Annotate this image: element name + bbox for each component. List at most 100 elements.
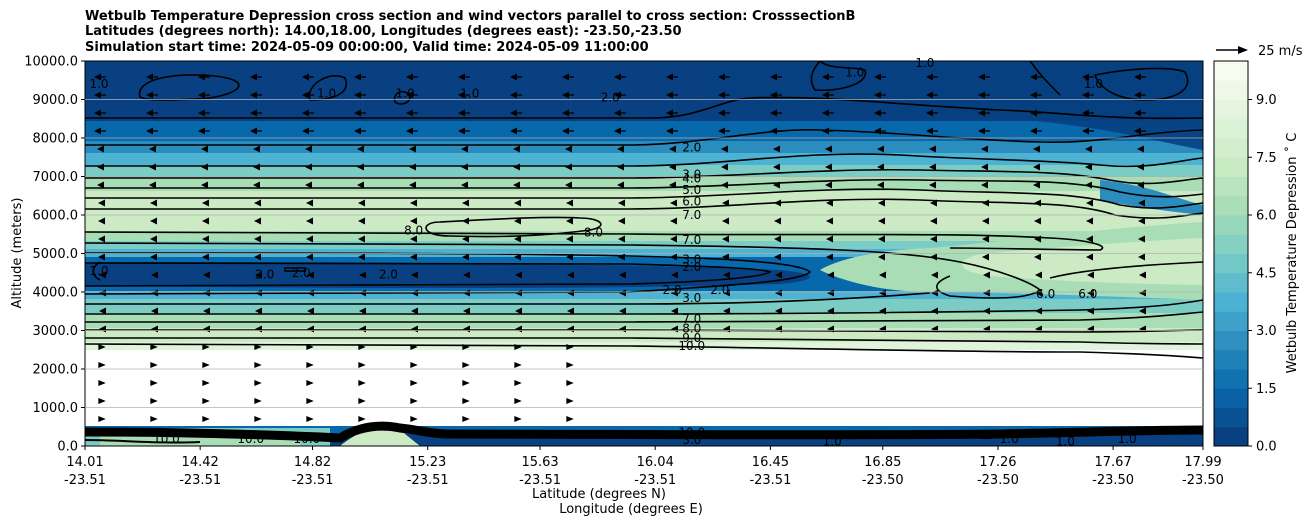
wind-vector-head <box>723 271 730 279</box>
wind-vector-head <box>202 235 209 243</box>
wind-vector-head <box>618 217 625 225</box>
wind-vector-head <box>879 271 886 279</box>
wind-vector-head <box>514 253 521 261</box>
contour-labels: 1.01.0 1.0 1.0 2.01.01.01.02.03.04.05.06.07… <box>89 56 1136 448</box>
wind-vector-head <box>513 163 520 171</box>
wind-vector-head <box>1033 163 1040 171</box>
wind-vector-head <box>618 235 625 243</box>
colorbar-band <box>1214 311 1248 331</box>
wind-vector-head <box>406 73 413 81</box>
wind-vector-head <box>202 217 209 225</box>
wind-vector-head <box>981 181 988 189</box>
contour-label: 1.0 <box>317 87 336 101</box>
colorbar-tick-label: 7.5 <box>1256 151 1277 166</box>
wind-vector-head <box>774 253 781 261</box>
wind-vector <box>566 344 574 350</box>
chart-title-line-3: Simulation start time: 2024-05-09 00:00:… <box>85 40 649 55</box>
colorbar-band <box>1214 99 1248 120</box>
wind-vector-head <box>510 73 517 81</box>
wind-vector-head <box>929 181 936 189</box>
wind-vector-head <box>515 271 522 279</box>
wind-vector-head <box>671 289 678 297</box>
x-tick-label-lat: 16.04 <box>637 455 674 470</box>
wind-vector-head <box>773 163 780 171</box>
wind-vector-head <box>722 217 729 225</box>
wind-vector <box>358 380 366 386</box>
wind-vector-head <box>203 289 210 297</box>
wind-vector-head <box>250 109 257 117</box>
wind-vector <box>566 398 574 404</box>
wind-vector-head <box>822 109 829 117</box>
wind-vector-head <box>201 181 208 189</box>
wind-vector-head <box>774 217 781 225</box>
wind-vector-head <box>1086 199 1093 207</box>
wind-vector-head <box>97 181 104 189</box>
wind-vector-head <box>930 235 937 243</box>
wind-vector-head <box>982 253 989 261</box>
y-tick-label: 3000.0 <box>33 324 79 339</box>
wind-vector <box>410 398 418 404</box>
wind-vector-head <box>255 289 262 297</box>
x-tick-label-lat: 14.42 <box>182 455 219 470</box>
wind-vector-head <box>461 145 468 153</box>
wind-vector-head <box>1086 217 1093 225</box>
wind-vector-head <box>1137 163 1144 171</box>
x-tick-label-lon: -23.51 <box>64 473 106 488</box>
wind-vector-head <box>94 73 101 81</box>
wind-vector-head <box>1082 109 1089 117</box>
wind-vector <box>566 380 574 386</box>
wind-vector-head <box>302 127 309 135</box>
wind-vector-head <box>567 307 574 315</box>
chart-title-line-1: Wetbulb Temperature Depression cross sec… <box>85 9 856 24</box>
wind-vector-head <box>1085 145 1092 153</box>
wind-vector-head <box>775 289 782 297</box>
contour-label: 6.0 <box>682 195 701 209</box>
wind-vector-head <box>978 91 985 99</box>
wind-vector-head <box>566 235 573 243</box>
contour-label: 2.0 <box>682 141 701 155</box>
wind-vector-head <box>566 253 573 261</box>
wind-vector-head <box>666 73 673 81</box>
x-axis-label-latitude: Latitude (degrees N) <box>532 487 666 502</box>
wind-vector-head <box>878 235 885 243</box>
wind-vector-head <box>98 199 105 207</box>
wind-vector-head <box>510 127 517 135</box>
wind-vector-head <box>151 271 158 279</box>
wind-vector-head <box>358 235 365 243</box>
wind-vector-head <box>1137 181 1144 189</box>
wind-vector-head <box>307 271 314 279</box>
x-axis-label-longitude: Longitude (degrees E) <box>559 502 703 517</box>
wind-vector-head <box>982 235 989 243</box>
wind-vector <box>514 344 522 350</box>
wind-vector-head <box>669 163 676 171</box>
x-tick-label-lon: -23.50 <box>1092 473 1134 488</box>
wind-vector-head <box>826 199 833 207</box>
wind-vector-head <box>357 163 364 171</box>
wind-vector-head <box>146 73 153 81</box>
x-tick-label-lon: -23.50 <box>977 473 1019 488</box>
colorbar-band <box>1214 195 1248 216</box>
wind-vector-head <box>562 127 569 135</box>
wind-vector-head <box>462 253 469 261</box>
x-tick-label-lon: -23.51 <box>749 473 791 488</box>
wind-vector-head <box>718 109 725 117</box>
wind-vector <box>358 362 366 368</box>
wind-vector-head <box>305 181 312 189</box>
contour-label: 1.0 <box>1118 432 1137 446</box>
wind-vector-head <box>409 163 416 171</box>
wind-vector-head <box>255 307 262 315</box>
colorbar-tick-label: 6.0 <box>1256 209 1277 224</box>
wind-vector <box>254 362 262 368</box>
wind-vector-head <box>149 181 156 189</box>
wind-vector-head <box>359 271 366 279</box>
wind-vector-head <box>614 127 621 135</box>
wind-vector-head <box>1137 145 1144 153</box>
wind-vector-head <box>822 91 829 99</box>
x-tick-label-lat: 14.82 <box>294 455 331 470</box>
x-tick-label-lon: -23.50 <box>862 473 904 488</box>
wind-vector <box>150 380 158 386</box>
wind-vector-head <box>307 307 314 315</box>
wind-vector-head <box>357 181 364 189</box>
colorbar-band <box>1214 157 1248 177</box>
wind-vector-head <box>670 199 677 207</box>
